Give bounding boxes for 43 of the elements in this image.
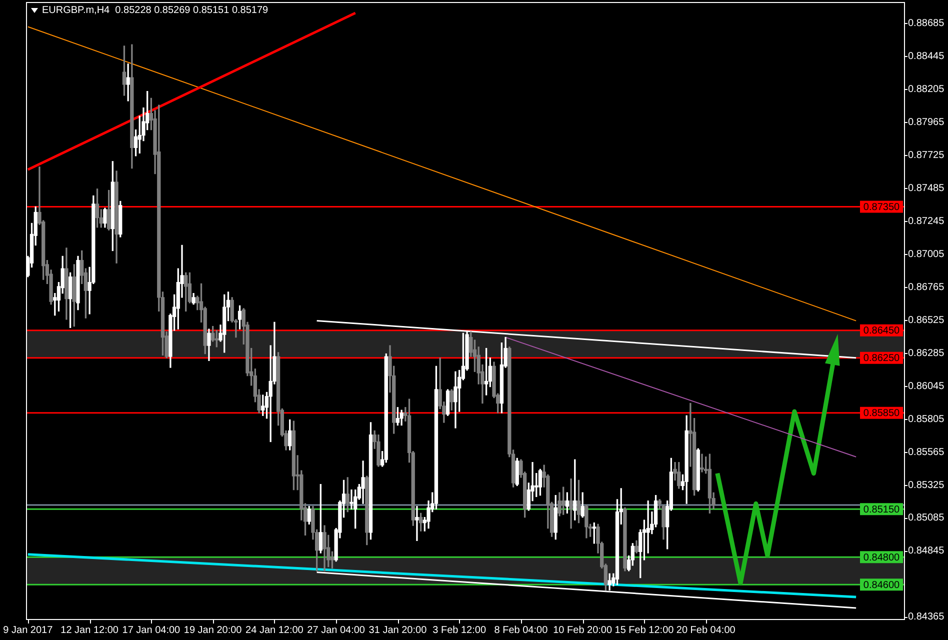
- chart-title: EURGBP.m,H4 0.85228 0.85269 0.85151 0.85179: [42, 5, 268, 17]
- candlestick: [350, 490, 354, 510]
- y-tick-label: 0.88685: [908, 18, 945, 30]
- x-tick-label: 31 Jan 20:00: [368, 624, 428, 636]
- x-tick-label: 19 Jan 20:00: [184, 624, 242, 636]
- x-tick-label: 12 Jan 12:00: [60, 624, 119, 636]
- ref-line-label: 0.84800: [863, 552, 900, 564]
- candlestick: [700, 454, 704, 472]
- ref-line-label: 0.86450: [863, 326, 900, 337]
- y-tick-label: 0.87245: [908, 216, 945, 227]
- x-tick-label: 9 Jan 2017: [3, 624, 54, 636]
- y-tick-label: 0.84365: [908, 612, 945, 623]
- ref-line-label: 0.86250: [863, 353, 900, 364]
- candlestick: [569, 478, 573, 529]
- y-tick-label: 0.85805: [908, 414, 945, 425]
- y-tick-label: 0.86045: [908, 380, 945, 392]
- x-tick-label: 8 Feb 04:00: [494, 624, 548, 636]
- y-tick-label: 0.87725: [908, 150, 945, 161]
- y-tick-label: 0.87485: [908, 182, 945, 194]
- y-tick-label: 0.86525: [908, 314, 945, 326]
- x-tick-label: 20 Feb 04:00: [676, 624, 736, 636]
- x-tick-label: 3 Feb 12:00: [432, 624, 486, 636]
- candlestick: [126, 64, 130, 102]
- y-tick-label: 0.88205: [908, 84, 945, 96]
- ref-line-label: 0.84600: [863, 580, 900, 591]
- y-tick-label: 0.87965: [908, 116, 945, 128]
- y-tick-label: 0.87005: [908, 248, 945, 260]
- y-tick-label: 0.84845: [908, 546, 945, 557]
- y-tick-label: 0.88445: [908, 51, 945, 62]
- x-tick-label: 27 Jan 04:00: [307, 624, 366, 636]
- x-tick-label: 24 Jan 12:00: [246, 624, 304, 636]
- candlestick: [415, 506, 419, 542]
- ref-line-label: 0.85850: [863, 408, 900, 420]
- y-tick-label: 0.85085: [908, 512, 945, 524]
- ref-line-label: 0.85150: [863, 504, 900, 516]
- ref-line-label: 0.87350: [863, 202, 900, 213]
- y-tick-label: 0.86285: [908, 348, 945, 359]
- x-tick-label: 17 Jan 04:00: [122, 624, 181, 636]
- y-tick-label: 0.86765: [908, 282, 945, 293]
- x-tick-label: 15 Feb 12:00: [614, 624, 674, 636]
- y-tick-label: 0.85325: [908, 480, 945, 491]
- y-tick-label: 0.85565: [908, 446, 945, 458]
- x-tick-label: 10 Feb 20:00: [553, 624, 612, 636]
